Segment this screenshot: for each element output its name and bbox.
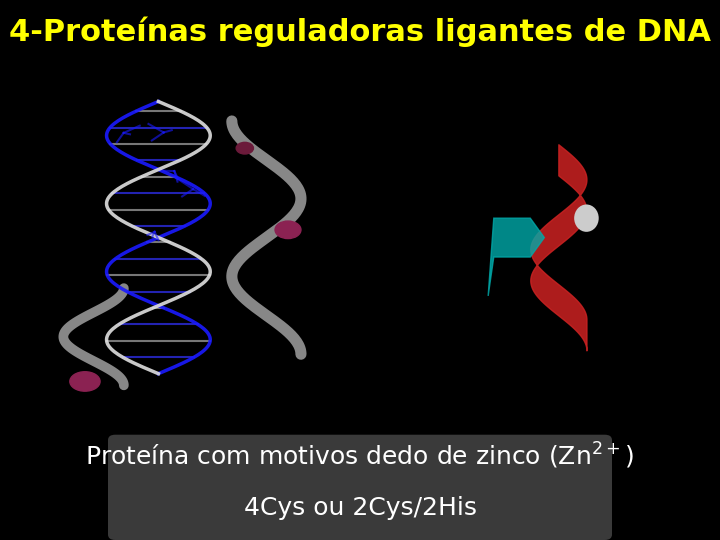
Polygon shape (488, 218, 544, 296)
Text: 4-Proteínas reguladoras ligantes de DNA: 4-Proteínas reguladoras ligantes de DNA (9, 16, 711, 46)
FancyBboxPatch shape (108, 435, 612, 540)
Ellipse shape (70, 372, 100, 391)
Text: Cys: Cys (606, 245, 624, 255)
Text: C: C (530, 74, 538, 84)
Ellipse shape (275, 221, 301, 239)
Text: (b) Zinc-finger motif: (b) Zinc-finger motif (516, 66, 629, 77)
Text: His: His (494, 102, 509, 111)
Text: 4Cys ou 2Cys/2His: 4Cys ou 2Cys/2His (243, 496, 477, 519)
Text: F/Y - C - C - - - F/Y - - - - - - - - H - - - H -: F/Y - C - C - - - F/Y - - - - - - - - H … (446, 402, 590, 411)
Ellipse shape (236, 143, 253, 154)
Text: His: His (530, 140, 546, 150)
Text: Cys: Cys (629, 191, 646, 201)
Text: Proteína com motivos dedo de zinco (Zn$^{2+}$): Proteína com motivos dedo de zinco (Zn$^… (86, 441, 634, 471)
Text: N: N (634, 354, 642, 364)
Ellipse shape (575, 206, 598, 231)
Text: Consensus sequence:: Consensus sequence: (446, 379, 544, 387)
Text: Zn²⁺: Zn²⁺ (606, 167, 628, 178)
